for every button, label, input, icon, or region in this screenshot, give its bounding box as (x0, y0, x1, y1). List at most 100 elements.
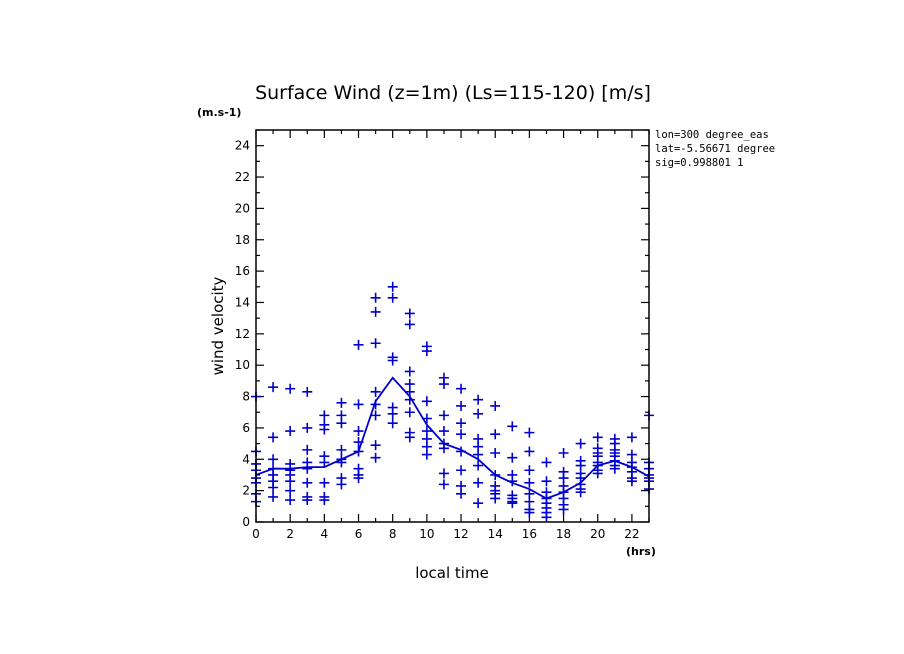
scatter-point (524, 465, 535, 476)
y-tick-label: 0 (242, 515, 250, 529)
scatter-point (541, 512, 552, 523)
scatter-point (490, 429, 501, 440)
scatter-point (592, 468, 603, 479)
scatter-point (438, 426, 449, 437)
scatter-point (473, 498, 484, 509)
x-tick-label: 14 (488, 527, 503, 541)
scatter-point (456, 383, 467, 394)
scatter-point (438, 443, 449, 454)
scatter-point (558, 504, 569, 515)
scatter-point (370, 338, 381, 349)
y-tick-label: 8 (242, 390, 250, 404)
data-marks (251, 281, 654, 523)
scatter-point (438, 379, 449, 390)
lon-annotation: lon=300 degree_eas (655, 129, 769, 141)
scatter-point (370, 452, 381, 463)
scatter-point (438, 410, 449, 421)
x-tick-label: 0 (252, 527, 260, 541)
scatter-point (370, 386, 381, 397)
scatter-point (524, 427, 535, 438)
y-tick-label: 16 (235, 264, 250, 278)
scatter-point (353, 473, 364, 484)
scatter-point (404, 432, 415, 443)
scatter-point (473, 477, 484, 488)
y-tick-label: 4 (242, 452, 250, 466)
scatter-point (541, 457, 552, 468)
scatter-point (421, 449, 432, 460)
lat-annotation: lat=-5.56671 degree (655, 143, 775, 155)
scatter-point (285, 476, 296, 487)
scatter-point (336, 418, 347, 429)
scatter-point (353, 399, 364, 410)
scatter-point (456, 400, 467, 411)
scatter-point (456, 488, 467, 499)
scatter-point (490, 493, 501, 504)
y-tick-label: 14 (235, 295, 250, 309)
scatter-point (626, 432, 637, 443)
scatter-point (490, 448, 501, 459)
x-tick-label: 18 (556, 527, 571, 541)
scatter-point (353, 339, 364, 350)
scatter-point (319, 457, 330, 468)
scatter-point (524, 446, 535, 457)
scatter-point (473, 408, 484, 419)
y-tick-label: 12 (235, 327, 250, 341)
scatter-point (319, 495, 330, 506)
sig-annotation: sig=0.998801 1 (655, 157, 744, 169)
y-tick-label: 2 (242, 484, 250, 498)
scatter-point (319, 410, 330, 421)
scatter-point (456, 429, 467, 440)
scatter-point (421, 396, 432, 407)
scatter-point (319, 477, 330, 488)
scatter-point (490, 400, 501, 411)
scatter-point (558, 448, 569, 459)
scatter-point (404, 407, 415, 418)
chart-title: Surface Wind (z=1m) (Ls=115-120) [m/s] (255, 82, 651, 104)
y-tick-label: 22 (235, 170, 250, 184)
mean-line (255, 376, 650, 500)
scatter-point (336, 444, 347, 455)
y-tick-label: 24 (235, 139, 250, 153)
x-tick-label: 12 (453, 527, 468, 541)
scatter-point (268, 382, 279, 393)
scatter-point (507, 452, 518, 463)
scatter-point (285, 485, 296, 496)
scatter-point (507, 498, 518, 509)
scatter-point (473, 449, 484, 460)
x-axis-label: local time (415, 564, 489, 582)
plot-frame (255, 129, 650, 523)
x-tick-label: 6 (355, 527, 363, 541)
scatter-point (387, 355, 398, 366)
scatter-point (404, 366, 415, 377)
scatter-point (336, 479, 347, 490)
scatter-point (268, 454, 279, 465)
scatter-point (285, 426, 296, 437)
x-tick-label: 4 (321, 527, 329, 541)
scatter-point (387, 292, 398, 303)
scatter-point (353, 426, 364, 437)
x-tick-label: 8 (389, 527, 397, 541)
y-unit-label: (m.s-1) (197, 106, 241, 119)
scatter-point (387, 281, 398, 292)
scatter-point (507, 421, 518, 432)
scatter-point (370, 306, 381, 317)
scatter-point (438, 468, 449, 479)
scatter-point (336, 397, 347, 408)
y-tick-label: 20 (235, 201, 250, 215)
scatter-point (285, 495, 296, 506)
scatter-point (609, 463, 620, 474)
scatter-point (575, 487, 586, 498)
scatter-point (404, 319, 415, 330)
x-tick-label: 10 (419, 527, 434, 541)
scatter-point (592, 432, 603, 443)
y-axis-label: wind velocity (209, 276, 227, 375)
scatter-point (302, 386, 313, 397)
scatter-point (456, 465, 467, 476)
scatter-point (473, 394, 484, 405)
x-tick-label: 22 (624, 527, 639, 541)
scatter-point (302, 463, 313, 474)
x-tick-label: 20 (590, 527, 605, 541)
x-tick-label: 2 (286, 527, 294, 541)
